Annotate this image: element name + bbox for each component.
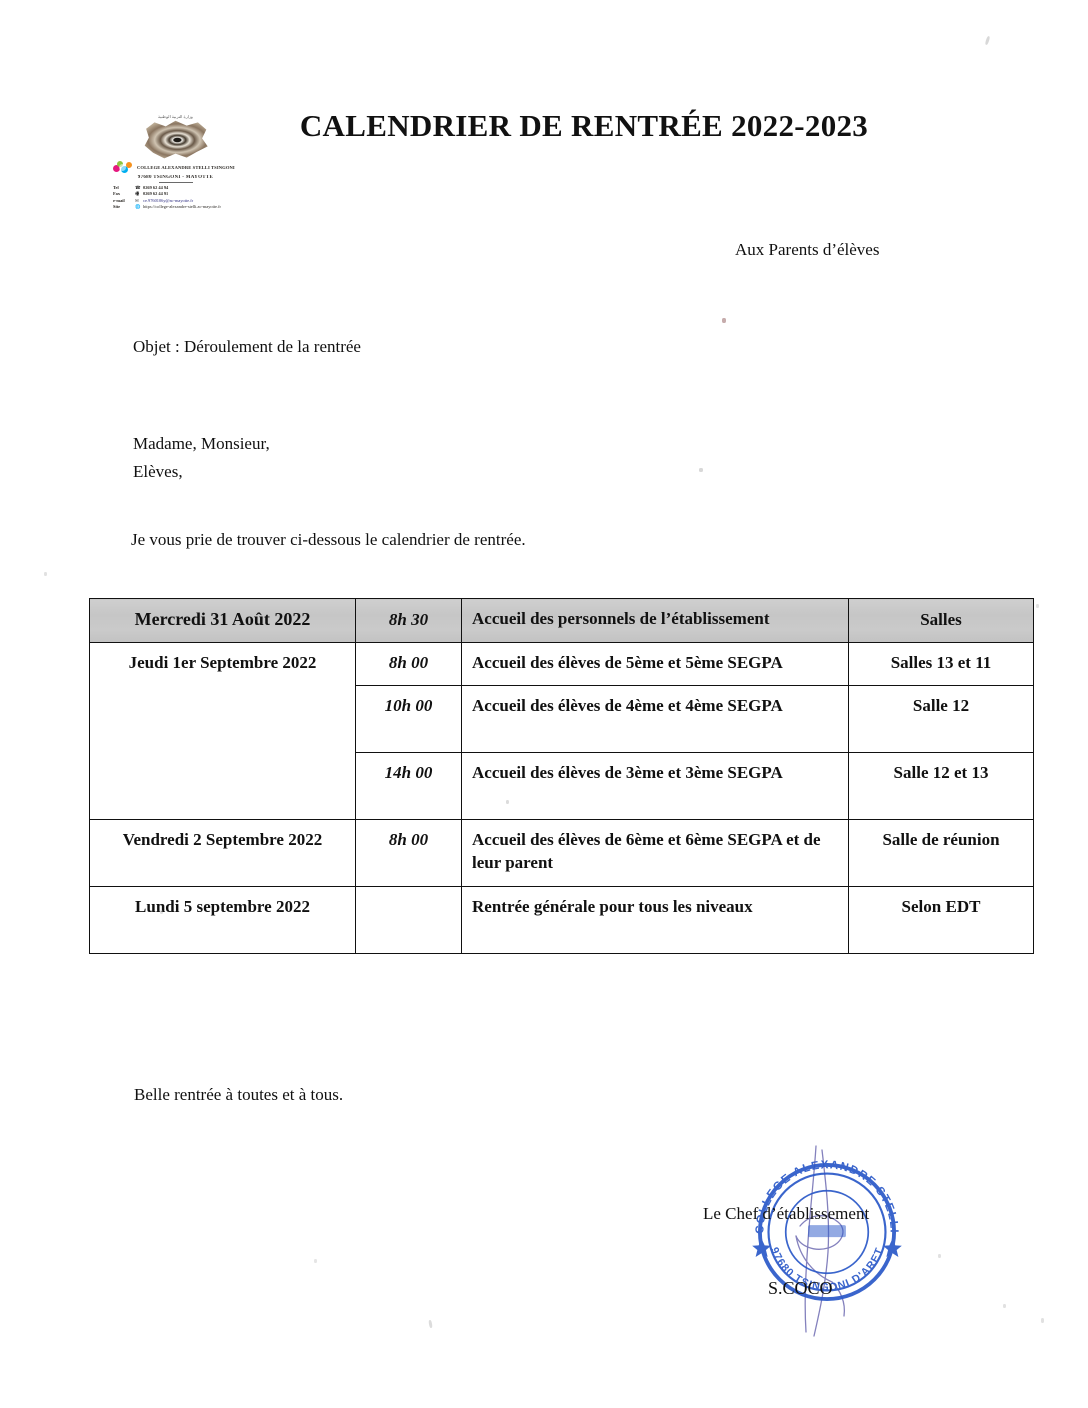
- letterhead-mail-value: ce.9760106y@ac-mayotte.fr: [143, 197, 194, 203]
- cell-day: Vendredi 2 Septembre 2022: [89, 819, 356, 888]
- cell-event: Rentrée générale pour tous les niveaux: [461, 886, 849, 955]
- letterhead-fax-value: 0269 62 44 91: [143, 191, 169, 197]
- letterhead-contacts: Tel ☎ 0269 62 44 94 Fax 🖷 0269 62 44 91 e-ma…: [113, 185, 238, 211]
- table-row: 14h 00 Accueil des élèves de 3ème et 3èm…: [90, 752, 1034, 821]
- letterhead-web-row: Site 🌐 https://college-alexandre-stelli.ac…: [113, 204, 238, 211]
- cell-room: Salles 13 et 11: [848, 642, 1034, 687]
- scan-speck: [1003, 1304, 1006, 1308]
- header-cell-rooms: Salles: [848, 597, 1034, 644]
- scan-speck: [314, 1259, 317, 1263]
- table-row: Vendredi 2 Septembre 2022 8h 00 Accueil …: [89, 819, 1034, 888]
- scan-speck: [984, 35, 991, 46]
- letterhead-identity: COLLEGE ALEXANDRE STELLI TSINGONI: [113, 161, 238, 174]
- signature-role: Le Chef d’établissement: [703, 1204, 870, 1223]
- subject-line: Objet : Déroulement de la rentrée: [133, 337, 361, 356]
- header-cell-event: Accueil des personnels de l’établissemen…: [461, 597, 849, 644]
- letterhead-divider: [158, 181, 193, 183]
- letterhead-school-name: COLLEGE ALEXANDRE STELLI TSINGONI: [137, 164, 235, 170]
- letterhead: وزارة التربية الوطنية COLLEGE ALEXANDRE …: [113, 114, 238, 209]
- letterhead-mail-row: e-mail ✉ ce.9760106y@ac-mayotte.fr: [113, 198, 238, 205]
- cell-event: Accueil des élèves de 3ème et 3ème SEGPA: [461, 752, 849, 821]
- cell-event: Accueil des élèves de 4ème et 4ème SEGPA: [461, 685, 849, 754]
- cell-time: [355, 886, 462, 955]
- letterhead-fax-label: Fax: [113, 191, 121, 197]
- signature-name: S.COCO: [768, 1278, 833, 1298]
- cell-room: Selon EDT: [848, 886, 1034, 955]
- envelope-icon: ✉: [135, 197, 139, 203]
- phone-icon: ☎: [135, 184, 141, 190]
- stamp-inner-mark: [808, 1225, 846, 1238]
- letterhead-fax-row: Fax 🖷 0269 62 44 91: [113, 191, 238, 198]
- cell-event: Accueil des élèves de 6ème et 6ème SEGPA…: [461, 819, 849, 888]
- school-emblem-icon: [137, 120, 215, 160]
- salutation: Madame, Monsieur, Elèves,: [133, 430, 270, 486]
- calendar-table: Mercredi 31 Août 2022 8h 30 Accueil des …: [89, 597, 1034, 955]
- stamp-star-icon: [752, 1238, 902, 1257]
- cell-room: Salle de réunion: [848, 819, 1034, 888]
- letterhead-web-value: https://college-alexandre-stelli.ac-mayo…: [143, 204, 222, 210]
- table-row: Lundi 5 septembre 2022 Rentrée générale …: [89, 886, 1034, 955]
- scan-speck: [1036, 604, 1039, 608]
- scan-speck: [160, 910, 163, 914]
- addressee: Aux Parents d’élèves: [735, 240, 880, 259]
- scan-speck: [699, 468, 703, 472]
- table-row: Jeudi 1er Septembre 2022 8h 00 Accueil d…: [89, 642, 1034, 821]
- closing-paragraph: Belle rentrée à toutes et à tous.: [134, 1085, 344, 1104]
- letterhead-tel-row: Tel ☎ 0269 62 44 94: [113, 185, 238, 192]
- header-cell-day: Mercredi 31 Août 2022: [89, 597, 356, 644]
- cell-time: 8h 00: [355, 642, 462, 687]
- letterhead-mail-label: e-mail: [113, 197, 125, 203]
- scan-speck: [44, 572, 47, 576]
- scan-speck: [1041, 1318, 1044, 1323]
- globe-icon: 🌐: [135, 204, 141, 210]
- letterhead-school-sub: 97680 TSINGONI - MAYOTTE: [137, 174, 214, 180]
- salutation-line-1: Madame, Monsieur,: [133, 434, 270, 453]
- scan-speck: [428, 1319, 433, 1329]
- table-header-row: Mercredi 31 Août 2022 8h 30 Accueil des …: [89, 597, 1034, 644]
- school-logo-icon: [113, 161, 135, 174]
- letterhead-tel-label: Tel: [113, 184, 119, 190]
- cell-time: 14h 00: [355, 752, 462, 821]
- cell-day: Lundi 5 septembre 2022: [89, 886, 356, 955]
- cell-time: 8h 00: [355, 819, 462, 888]
- calendar-table-wrapper: Mercredi 31 Août 2022 8h 30 Accueil des …: [89, 597, 1034, 955]
- salutation-line-2: Elèves,: [133, 462, 183, 482]
- fax-icon: 🖷: [135, 191, 140, 197]
- letterhead-arabic-line: وزارة التربية الوطنية: [158, 114, 193, 119]
- cell-event: Accueil des élèves de 5ème et 5ème SEGPA: [461, 642, 849, 687]
- letterhead-web-label: Site: [113, 204, 121, 210]
- intro-paragraph: Je vous prie de trouver ci-dessous le ca…: [131, 530, 526, 549]
- official-stamp: COLLEGE ALEXANDRE STELLI 97680 TSINGONI …: [741, 1146, 913, 1318]
- scan-speck: [722, 318, 726, 323]
- cell-time: 10h 00: [355, 685, 462, 754]
- header-cell-time: 8h 30: [355, 597, 462, 644]
- scan-speck: [938, 1254, 941, 1258]
- cell-room: Salle 12 et 13: [848, 752, 1034, 821]
- letterhead-tel-value: 0269 62 44 94: [143, 184, 169, 190]
- page-title: CALENDRIER DE RENTRÉE 2022-2023: [299, 108, 869, 143]
- scan-speck: [506, 800, 509, 804]
- cell-room: Salle 12: [848, 685, 1034, 754]
- cell-day: Jeudi 1er Septembre 2022: [89, 642, 356, 821]
